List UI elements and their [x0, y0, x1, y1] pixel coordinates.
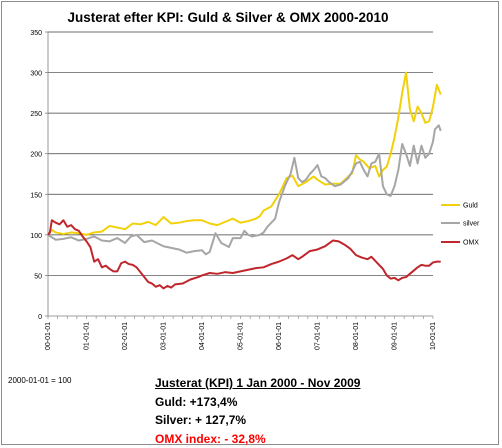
y-tick-label: 200: [30, 152, 42, 159]
x-tick-label: 01-01-01: [84, 322, 91, 350]
summary-silver: Silver: + 127,7%: [155, 413, 247, 427]
summary-gold: Guld: +173,4%: [155, 394, 238, 409]
legend-label: Guld: [463, 203, 478, 210]
x-tick-label: 10-01-01: [430, 322, 437, 350]
base-date-note: 2000-01-01 = 100: [8, 376, 72, 385]
summary-omx: OMX index: - 32,8%: [155, 431, 266, 446]
x-tick-label: 03-01-01: [161, 322, 168, 350]
x-tick-label: 05-01-01: [238, 322, 245, 350]
series-line-omx: [47, 219, 441, 290]
legend-label: silver: [463, 221, 480, 228]
y-tick-label: 150: [30, 192, 42, 199]
y-tick-label: 300: [30, 71, 42, 78]
x-tick-label: 00-01-01: [45, 322, 52, 350]
summary-box: Justerat (KPI) 1 Jan 2000 - Nov 2009 Gul…: [155, 374, 360, 448]
series-line-silver: [47, 124, 442, 256]
y-tick-label: 50: [34, 273, 42, 280]
series-lines: [47, 71, 442, 290]
x-tick-label: 06-01-01: [276, 322, 283, 350]
x-tick-label: 07-01-01: [315, 322, 322, 350]
y-tick-label: 0: [38, 314, 42, 321]
y-tick-label: 250: [30, 111, 42, 118]
y-tick-label: 350: [30, 30, 42, 37]
series-line-guld: [47, 71, 442, 236]
x-tick-label: 08-01-01: [353, 322, 360, 350]
y-tick-label: 100: [30, 233, 42, 240]
x-tick-label: 09-01-01: [392, 322, 399, 350]
summary-heading: Justerat (KPI) 1 Jan 2000 - Nov 2009: [155, 376, 361, 390]
axes: 0 50 100 150 200 250 300 350 00-01-01 01-01-01 02-…: [30, 30, 437, 350]
x-tick-label: 04-01-01: [199, 322, 206, 350]
legend-label: OMX: [463, 240, 479, 247]
chart-title: Justerat efter KPI: Guld & Silver & OMX …: [67, 10, 388, 25]
legend: Guld silver OMX: [441, 203, 480, 247]
gridlines: [48, 31, 433, 276]
x-tick-label: 02-01-01: [122, 322, 129, 350]
